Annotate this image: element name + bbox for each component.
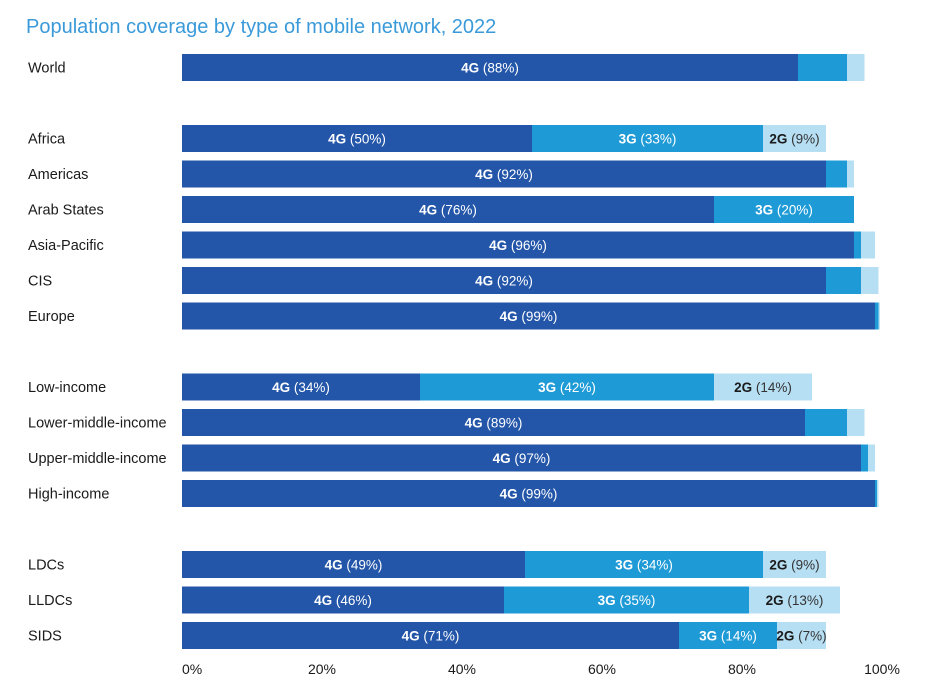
bar-segment-3g-lldcs [504,586,749,614]
data-label-4g-sids: 4G (71%) [402,629,460,644]
bar-segment-2g-cis [861,267,879,294]
category-label-lower-middle-income: Lower-middle-income [28,416,167,432]
bar-segment-3g-high-income [875,480,878,507]
category-label-world: World [28,61,66,77]
bar-segment-4g-arab-states [182,196,714,223]
bar-segment-4g-asia-pacific [182,231,854,259]
category-label-lldcs: LLDCs [28,593,72,609]
data-label-4g-europe: 4G (99%) [500,309,558,324]
category-label-sids: SIDS [28,629,62,645]
category-label-europe: Europe [28,309,75,325]
data-label-2g-sids: 2G (7%) [776,629,826,644]
bar-segment-2g-europe [878,302,880,330]
category-label-cis: CIS [28,274,52,290]
bar-segment-4g-africa [182,125,532,152]
data-label-2g-lldcs: 2G (13%) [766,593,824,608]
bar-segment-3g-world [798,54,847,81]
bar-segment-2g-africa [763,125,826,152]
bar-segment-2g-sids [777,622,826,649]
bar-segment-4g-low-income [182,373,420,401]
bar-segment-3g-lower-middle-income [805,409,847,436]
category-label-africa: Africa [28,132,66,148]
bar-segment-3g-africa [532,125,763,152]
bar-segment-3g-asia-pacific [854,231,861,259]
bar-segment-3g-sids [679,622,777,649]
data-label-4g-africa: 4G (50%) [328,132,386,147]
bar-segment-3g-ldcs [525,551,763,578]
bar-segment-4g-world [182,54,798,81]
bar-segment-4g-lower-middle-income [182,409,805,436]
bar-segment-3g-low-income [420,373,714,401]
bar-segment-3g-europe [875,302,879,330]
bar-segment-2g-ldcs [763,551,826,578]
x-tick-label-40: 40% [448,661,476,677]
bar-segment-3g-arab-states [714,196,854,223]
bar-segment-3g-americas [826,160,847,188]
bar-segment-2g-lldcs [749,586,840,614]
bar-segment-2g-low-income [714,373,812,401]
bar-segment-4g-high-income [182,480,875,507]
data-label-2g-low-income: 2G (14%) [734,380,792,395]
bar-segment-2g-upper-middle-income [868,444,875,472]
bar-segment-2g-americas [847,160,854,188]
category-label-americas: Americas [28,167,88,183]
bar-segment-4g-lldcs [182,586,504,614]
data-label-4g-low-income: 4G (34%) [272,380,330,395]
data-label-3g-low-income: 3G (42%) [538,380,596,395]
data-label-4g-upper-middle-income: 4G (97%) [493,451,551,466]
data-label-4g-high-income: 4G (99%) [500,487,558,502]
category-label-high-income: High-income [28,487,109,503]
bar-segment-4g-europe [182,302,875,330]
data-label-3g-ldcs: 3G (34%) [615,558,673,573]
data-label-4g-world: 4G (88%) [461,61,519,76]
data-label-3g-arab-states: 3G (20%) [755,203,813,218]
x-tick-label-60: 60% [588,661,616,677]
category-label-asia-pacific: Asia-Pacific [28,238,104,254]
bar-segment-2g-asia-pacific [861,231,875,259]
data-label-3g-lldcs: 3G (35%) [598,593,656,608]
data-label-4g-asia-pacific: 4G (96%) [489,238,547,253]
data-label-4g-ldcs: 4G (49%) [325,558,383,573]
data-label-3g-africa: 3G (33%) [619,132,677,147]
bar-segment-4g-ldcs [182,551,525,578]
data-label-3g-sids: 3G (14%) [699,629,757,644]
bar-segment-2g-world [847,54,865,81]
category-label-arab-states: Arab States [28,203,104,219]
chart-title: Population coverage by type of mobile ne… [26,16,497,38]
x-tick-label-0: 0% [182,661,202,677]
x-tick-label-20: 20% [308,661,336,677]
data-label-4g-arab-states: 4G (76%) [419,203,477,218]
data-label-2g-ldcs: 2G (9%) [769,558,819,573]
category-label-upper-middle-income: Upper-middle-income [28,451,167,467]
data-label-4g-lower-middle-income: 4G (89%) [465,416,523,431]
bar-segment-2g-high-income [877,480,879,507]
x-tick-label-80: 80% [728,661,756,677]
bar-segment-4g-cis [182,267,826,294]
x-tick-label-100: 100% [864,661,900,677]
bar-segment-4g-sids [182,622,679,649]
data-label-4g-americas: 4G (92%) [475,167,533,182]
data-label-4g-cis: 4G (92%) [475,274,533,289]
category-label-low-income: Low-income [28,380,106,396]
bar-segment-4g-americas [182,160,826,188]
data-label-2g-africa: 2G (9%) [769,132,819,147]
bar-segment-3g-cis [826,267,861,294]
data-label-4g-lldcs: 4G (46%) [314,593,372,608]
bar-segment-3g-upper-middle-income [861,444,868,472]
bar-segment-4g-upper-middle-income [182,444,861,472]
bar-segment-2g-lower-middle-income [847,409,865,436]
category-label-ldcs: LDCs [28,558,64,574]
